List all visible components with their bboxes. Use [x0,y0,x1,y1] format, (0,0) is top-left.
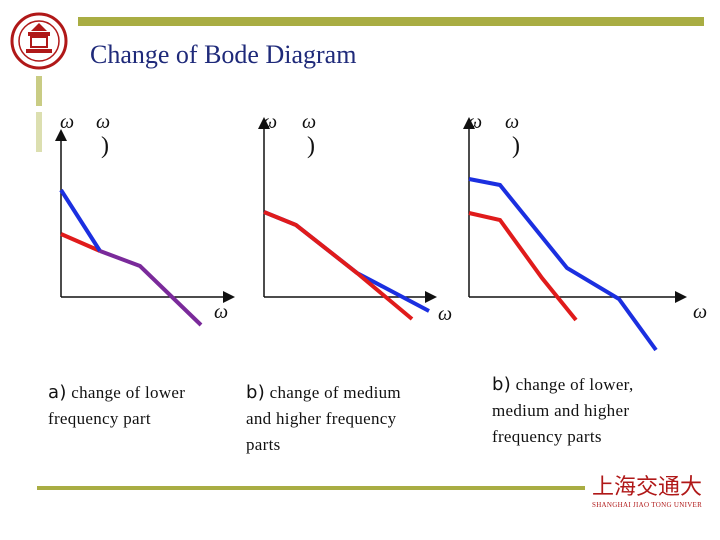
panel-b-y-paren: ) [307,133,315,159]
panel-a-y-paren: ) [101,133,109,159]
panel-c-original-curve [468,211,578,322]
panel-c-y-symbol: ω [468,111,482,133]
university-seal-logo [10,12,68,70]
panel-c-x-symbol: ω [693,301,707,323]
panel-a-y-symbol: ω [60,111,74,133]
panel-b-changed-curve [263,210,430,313]
panel-c-caption-line-3: frequency parts [492,427,602,446]
header-accent-bar [78,17,704,26]
footer-logo-cn: 上海交通大學 [592,475,702,500]
panel-c-caption-label: b) [492,374,512,395]
panel-c-y-paren: ) [512,133,520,159]
panel-b-caption-line-2: and higher frequency [246,409,397,428]
panel-a-caption-line-1: change of lower [71,383,186,402]
panel-b-x-symbol: ω [438,303,452,325]
panel-a-shared-segment [99,249,203,327]
page-title: Change of Bode Diagram [90,40,357,69]
panel-b-original-curve [263,210,414,321]
panel-b-caption-line-3: parts [246,435,281,454]
panel-c-caption-line-1: change of lower, [515,375,634,394]
panel-b-caption-line-1: change of medium [269,383,401,402]
footer-accent-bar [37,486,585,490]
panel-c: ω ω ) ω [463,111,707,352]
panel-a-caption-line-2: frequency part [48,409,151,428]
university-wordmark-logo: 上海交通大學 SHANGHAI JIAO TONG UNIVERSITY [592,475,702,509]
panel-a-caption: a) change of lower frequency part [48,380,228,432]
panel-b-y-symbol: ω [263,111,277,133]
panel-c-changed-curve [468,177,658,352]
panel-a-x-symbol: ω [214,301,228,323]
panel-b-caption-label: b) [246,382,266,403]
side-accent-bar [36,76,42,106]
panel-c-y-symbol-2: ω [505,111,519,133]
panel-a: ω ω ) ω [55,111,235,327]
panel-a-original-low-segment [60,232,101,253]
panel-b-caption: b) change of medium and higher frequency… [246,380,446,458]
footer-logo-en: SHANGHAI JIAO TONG UNIVERSITY [592,501,702,509]
panel-c-caption-line-2: medium and higher [492,401,630,420]
panel-b: ω ω ) ω [258,111,452,325]
panel-c-caption: b) change of lower, medium and higher fr… [492,372,692,450]
side-accent-bar-light [36,112,42,152]
panel-a-caption-label: a) [48,382,67,403]
panel-a-y-symbol-2: ω [96,111,110,133]
panel-a-changed-low-segment [59,188,102,253]
panel-b-y-symbol-2: ω [302,111,316,133]
